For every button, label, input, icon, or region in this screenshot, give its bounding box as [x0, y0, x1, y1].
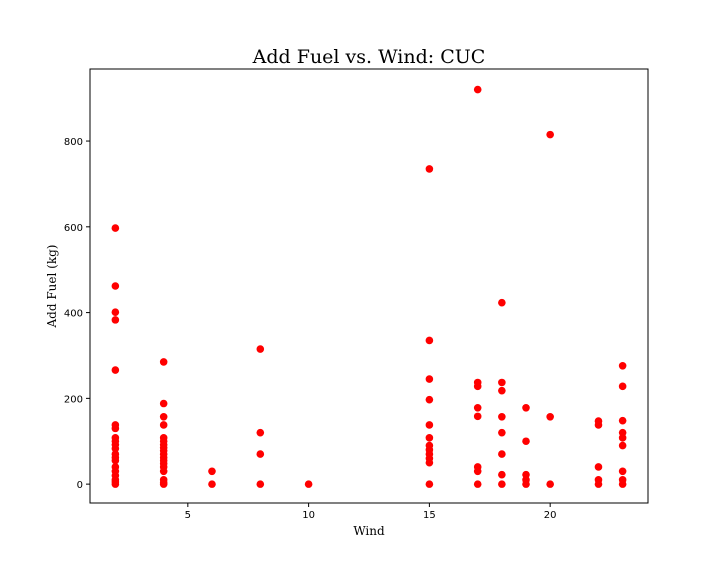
x-tick-label: 20	[544, 510, 557, 521]
y-tick-label: 400	[64, 309, 83, 320]
point	[425, 165, 434, 173]
point	[208, 480, 216, 488]
point	[111, 456, 120, 465]
point	[473, 382, 482, 391]
point	[256, 450, 265, 458]
x-tick-label: 5	[185, 510, 191, 521]
point	[111, 224, 120, 232]
point	[498, 413, 506, 421]
point	[111, 366, 120, 374]
plot-frame	[89, 68, 649, 504]
point	[425, 375, 434, 383]
point	[522, 437, 530, 446]
point	[111, 424, 120, 433]
point	[618, 467, 627, 476]
point	[546, 130, 554, 139]
point	[159, 421, 168, 429]
point	[618, 441, 627, 450]
point	[159, 413, 168, 421]
y-tick-label: 200	[64, 394, 83, 405]
point	[546, 480, 554, 488]
point	[546, 413, 554, 421]
point	[425, 336, 434, 345]
point	[618, 434, 627, 442]
point	[111, 316, 120, 324]
y-tick-label: 0	[77, 480, 83, 491]
point	[618, 382, 627, 391]
point	[425, 395, 434, 404]
point	[304, 480, 313, 488]
point	[522, 403, 530, 412]
point	[111, 444, 120, 453]
point	[594, 480, 603, 488]
point	[159, 467, 168, 476]
point	[473, 85, 482, 94]
point	[473, 480, 482, 488]
x-tick-label: 10	[302, 510, 315, 521]
point	[159, 399, 168, 408]
point	[618, 480, 627, 488]
point	[425, 434, 434, 442]
point	[618, 416, 627, 425]
point	[594, 463, 603, 471]
point	[498, 378, 506, 387]
point	[208, 467, 216, 476]
point	[159, 358, 168, 366]
y-axis-label: Add Fuel (kg)	[45, 245, 59, 329]
x-tick-label: 15	[423, 510, 436, 521]
point	[498, 450, 506, 458]
point	[473, 412, 482, 421]
point	[256, 428, 265, 437]
point	[425, 458, 434, 467]
point	[111, 308, 120, 316]
y-tick-label: 600	[64, 223, 83, 234]
point	[594, 421, 603, 429]
point	[473, 467, 482, 476]
point	[425, 421, 434, 429]
point	[159, 480, 168, 488]
point	[498, 470, 506, 479]
x-axis-label: Wind	[353, 524, 385, 538]
point	[498, 480, 506, 488]
point	[473, 403, 482, 412]
point	[111, 282, 120, 290]
point	[498, 298, 506, 307]
point	[522, 480, 530, 488]
point	[618, 361, 627, 370]
point	[498, 428, 506, 437]
point	[256, 480, 265, 488]
point	[425, 480, 434, 488]
point	[111, 480, 120, 488]
chart-title: Add Fuel vs. Wind: CUC	[252, 46, 486, 68]
point	[256, 345, 265, 353]
y-tick-label: 800	[64, 137, 83, 148]
point	[498, 386, 506, 395]
